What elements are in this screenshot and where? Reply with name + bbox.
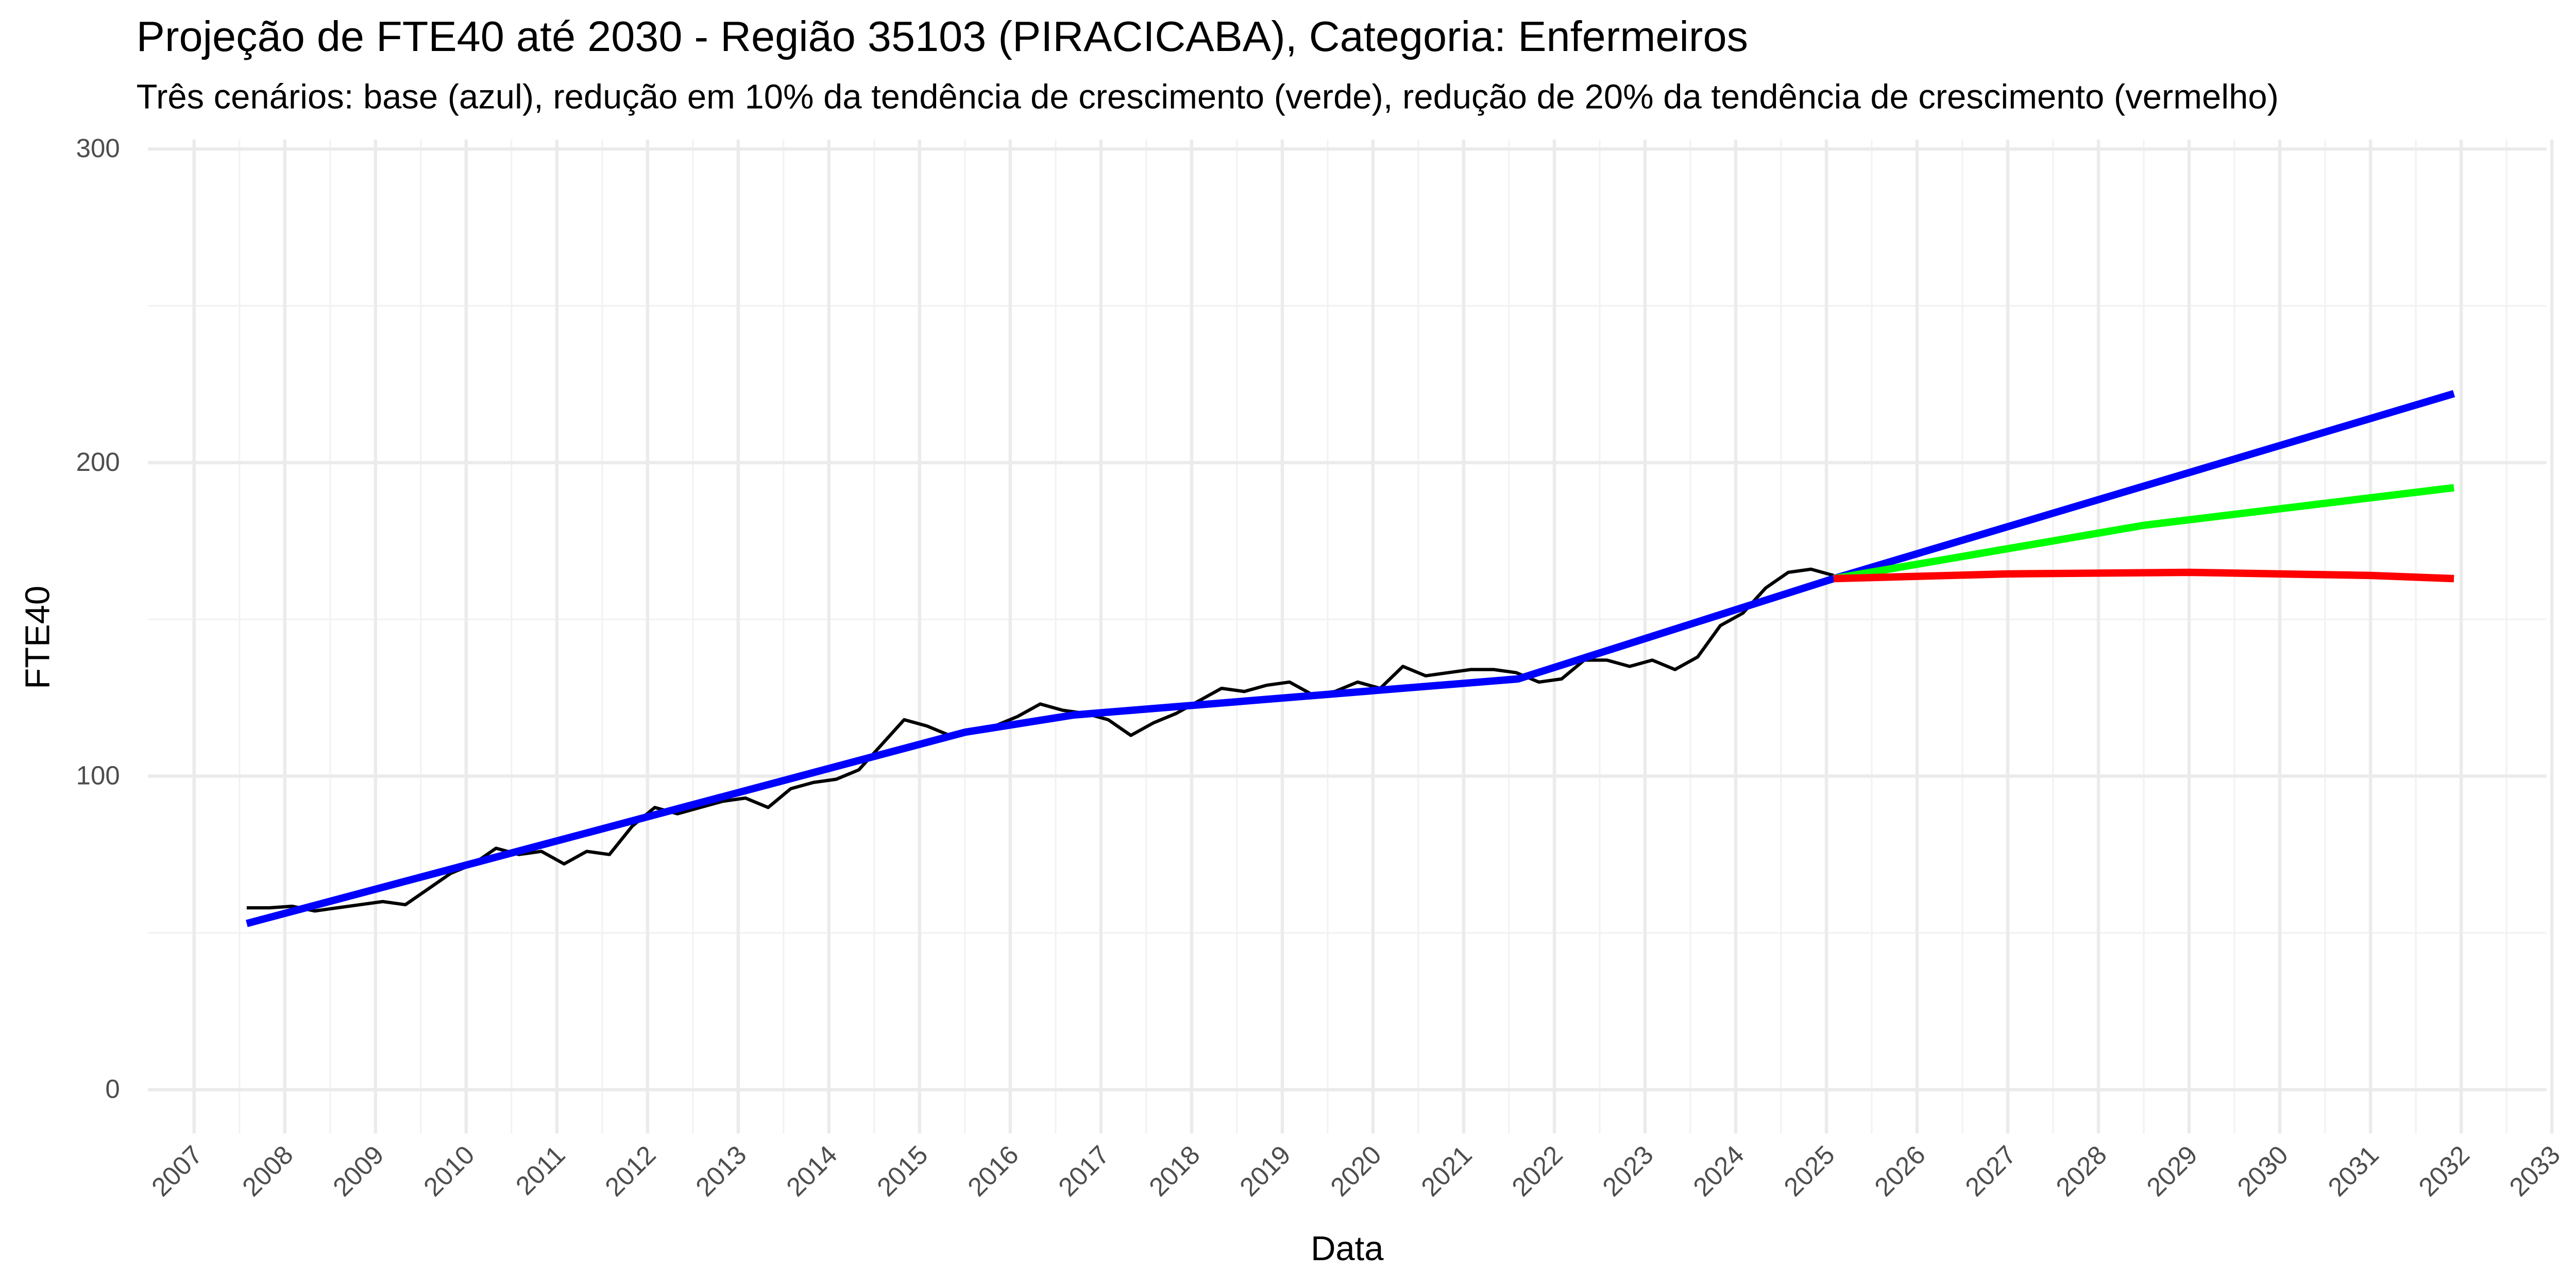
plot-area bbox=[246, 390, 2455, 927]
series-line bbox=[246, 390, 2455, 927]
y-tick-label: 100 bbox=[76, 760, 120, 790]
y-axis-title: FTE40 bbox=[19, 586, 57, 689]
y-tick-label: 300 bbox=[76, 133, 120, 163]
series-line bbox=[1833, 568, 2454, 583]
grid bbox=[147, 140, 2554, 1134]
chart-title: Projeção de FTE40 até 2030 - Região 3510… bbox=[137, 12, 1748, 60]
chart-subtitle: Três cenários: base (azul), redução em 1… bbox=[137, 77, 2279, 116]
series-line bbox=[1833, 484, 2454, 583]
y-tick-label: 200 bbox=[76, 447, 120, 477]
x-axis-title: Data bbox=[1311, 1229, 1384, 1268]
y-tick-label: 0 bbox=[105, 1074, 120, 1104]
